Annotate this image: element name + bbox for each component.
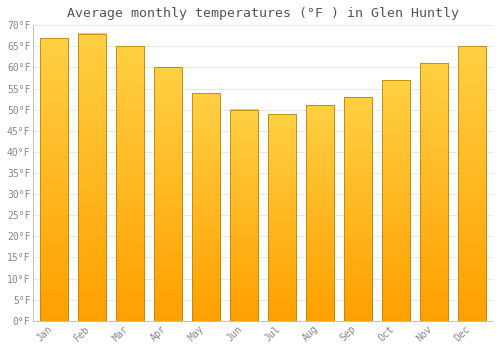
Bar [116, 47, 144, 321]
Bar [268, 114, 296, 321]
Title: Average monthly temperatures (°F ) in Glen Huntly: Average monthly temperatures (°F ) in Gl… [67, 7, 459, 20]
Bar [458, 47, 486, 321]
Bar [230, 110, 258, 321]
Bar [154, 68, 182, 321]
Bar [78, 34, 106, 321]
Bar [420, 63, 448, 321]
Bar [40, 38, 68, 321]
Bar [192, 93, 220, 321]
Bar [382, 80, 410, 321]
Bar [344, 97, 372, 321]
Bar [306, 105, 334, 321]
